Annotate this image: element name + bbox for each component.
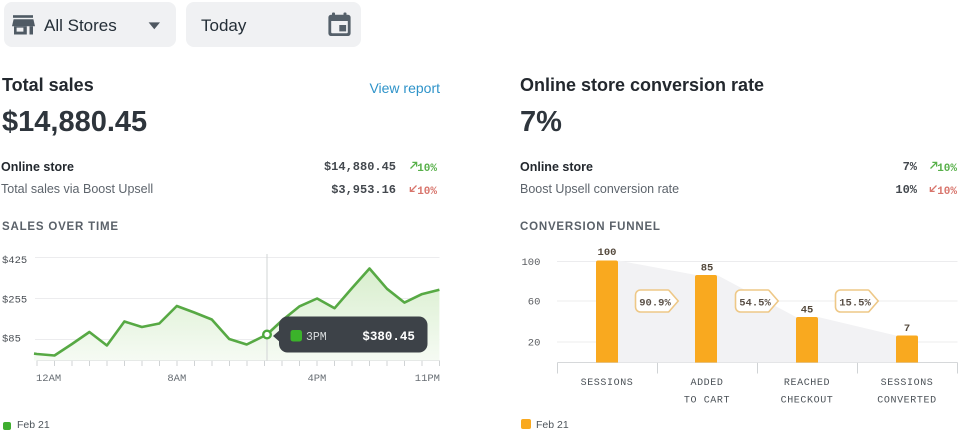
svg-text:SESSIONS: SESSIONS [881, 378, 934, 389]
svg-text:7: 7 [904, 323, 910, 335]
svg-text:100: 100 [522, 257, 541, 269]
svg-text:54.5%: 54.5% [739, 298, 771, 310]
svg-text:8AM: 8AM [167, 373, 186, 385]
svg-text:$85: $85 [2, 333, 21, 345]
svg-text:90.9%: 90.9% [639, 298, 671, 310]
svg-text:45: 45 [801, 305, 814, 317]
svg-text:CONVERTED: CONVERTED [877, 396, 936, 407]
svg-text:60: 60 [528, 297, 541, 309]
svg-text:3PM: 3PM [306, 331, 327, 344]
svg-text:15.5%: 15.5% [839, 298, 871, 310]
svg-text:$255: $255 [2, 294, 27, 306]
svg-text:ADDED: ADDED [690, 378, 723, 389]
svg-text:12AM: 12AM [36, 373, 61, 385]
svg-text:$425: $425 [2, 255, 27, 267]
svg-text:SESSIONS: SESSIONS [581, 378, 634, 389]
svg-text:85: 85 [701, 263, 714, 275]
svg-text:TO CART: TO CART [684, 396, 730, 407]
svg-text:100: 100 [598, 247, 617, 259]
svg-text:REACHED: REACHED [784, 378, 830, 389]
svg-text:CHECKOUT: CHECKOUT [781, 396, 834, 407]
svg-text:11PM: 11PM [415, 373, 440, 385]
svg-text:4PM: 4PM [307, 373, 326, 385]
svg-text:$380.45: $380.45 [362, 330, 415, 344]
svg-text:20: 20 [528, 338, 541, 350]
